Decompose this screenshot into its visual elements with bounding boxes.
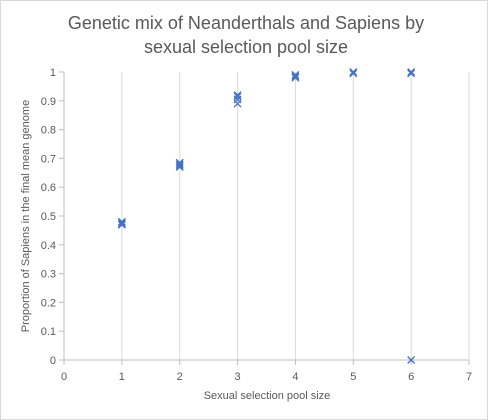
- data-point: [291, 73, 300, 82]
- y-tick-label: 0.4: [41, 240, 56, 252]
- x-tick-label: 6: [408, 371, 414, 383]
- data-point: [117, 219, 126, 228]
- x-tick-label: 7: [466, 371, 472, 383]
- data-point: [175, 158, 184, 167]
- x-tick-label: 0: [61, 371, 67, 383]
- data-point: [349, 68, 358, 76]
- data-points: [117, 68, 416, 364]
- y-tick-label: 0.1: [41, 326, 56, 338]
- y-tick-label: 0.7: [41, 153, 56, 165]
- data-point: [233, 91, 242, 99]
- chart-title-line-1: Genetic mix of Neanderthals and Sapiens …: [68, 13, 424, 33]
- y-axis-title: Proportion of Sapiens in the final mean …: [20, 100, 32, 332]
- y-tick-label: 0.9: [41, 96, 56, 108]
- data-point: [407, 69, 416, 78]
- y-tick-label: 0.5: [41, 211, 56, 223]
- y-tick-label: 1: [50, 67, 56, 79]
- data-point: [175, 161, 184, 170]
- x-tick-label: 2: [177, 371, 183, 383]
- data-point: [117, 217, 126, 226]
- x-tick-label: 4: [292, 371, 298, 383]
- y-tick-label: 0.6: [41, 182, 56, 194]
- x-tick-label: 3: [235, 371, 241, 383]
- y-tick-label: 0: [50, 355, 56, 367]
- x-tick-label: 1: [119, 371, 125, 383]
- x-axis-title: Sexual selection pool size: [204, 390, 331, 402]
- chart-title-line-2: sexual selection pool size: [144, 37, 348, 57]
- data-point: [175, 160, 184, 169]
- data-point: [291, 72, 300, 81]
- data-point: [407, 68, 416, 76]
- data-point: [291, 70, 300, 79]
- gridlines: [121, 72, 470, 360]
- data-point: [407, 356, 416, 364]
- data-point: [117, 220, 126, 229]
- data-point: [349, 69, 358, 78]
- y-tick-label: 0.3: [41, 269, 56, 281]
- axes: [59, 71, 470, 365]
- data-point: [233, 92, 242, 101]
- y-tick-label: 0.8: [41, 125, 56, 137]
- y-tick-label: 0.2: [41, 297, 56, 309]
- x-tick-label: 5: [350, 371, 356, 383]
- tick-labels: 0 0.1 0.2 0.3 0.4 0.5 0.6 0.7 0.8 0.9 1 0 1 2 3 4 5 6 7: [41, 67, 472, 383]
